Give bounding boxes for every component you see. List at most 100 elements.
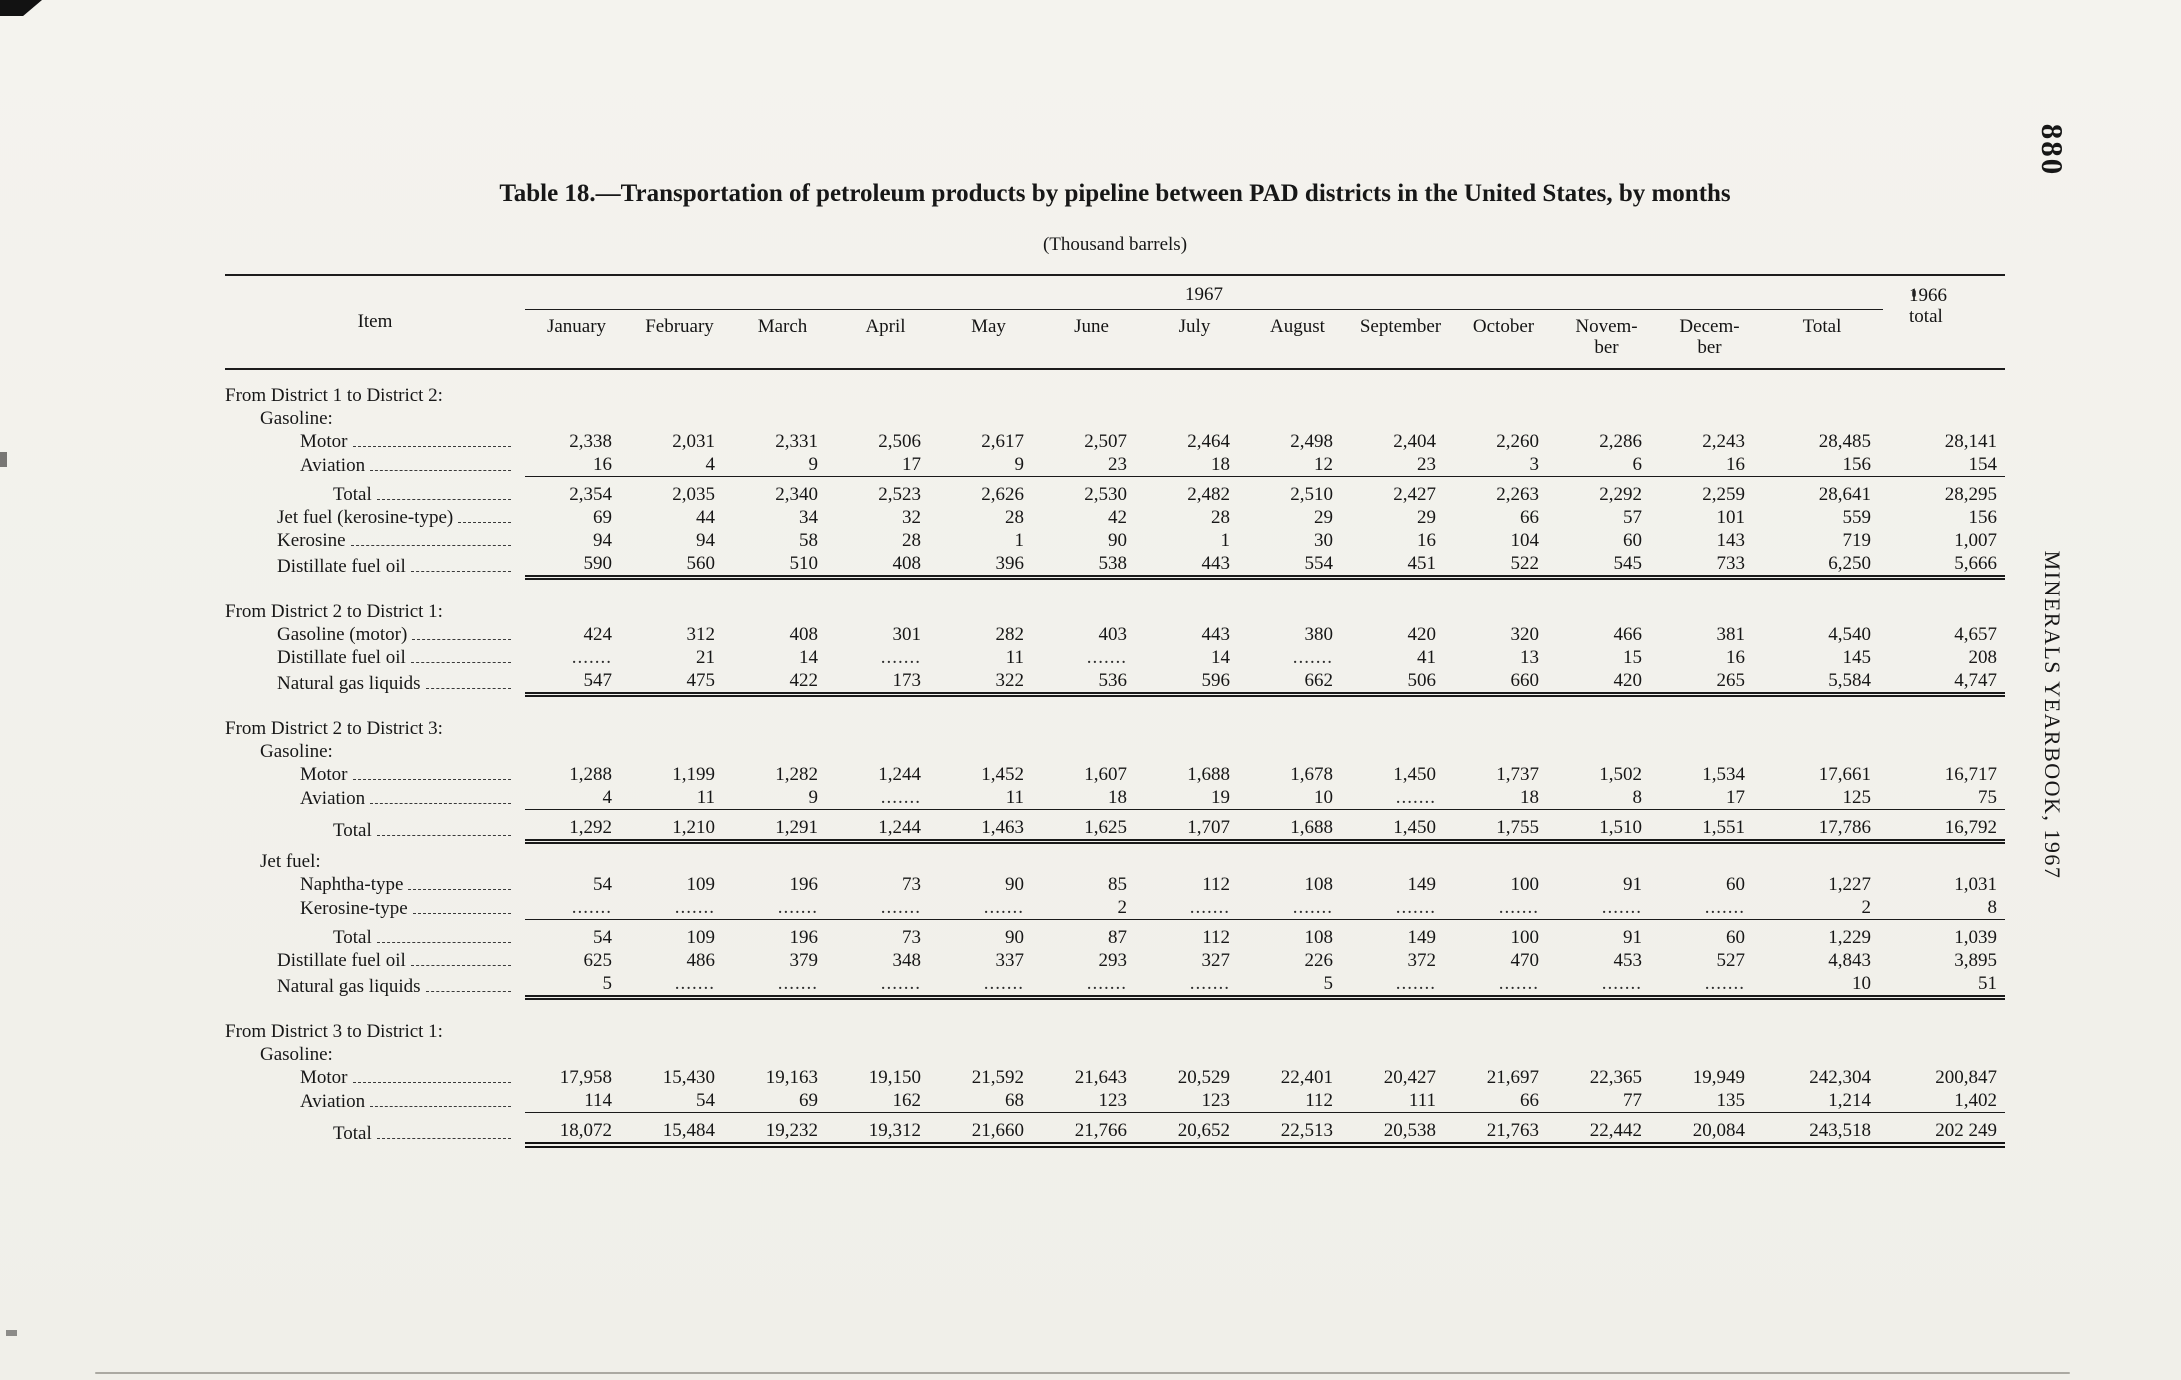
row-label: Natural gas liquids <box>277 975 421 997</box>
sub-label: Gasoline: <box>260 741 333 762</box>
value-cell: 560 <box>686 553 716 574</box>
section-label: From District 3 to District 1: <box>225 1021 443 1042</box>
empty-cell <box>525 850 2005 873</box>
value-cell: 21,763 <box>1486 1120 1539 1141</box>
value-cell: 114 <box>584 1090 612 1111</box>
table-row: Total 18,072 15,484 19,232 19,312 21,660 21,76… <box>225 1119 2005 1145</box>
rule-row <box>225 995 2006 1007</box>
value-cell: 242,304 <box>1809 1067 1872 1088</box>
row-label: Total <box>333 819 372 841</box>
value-cell: 60 <box>1726 927 1745 948</box>
row-label-cell: Total <box>225 483 525 506</box>
value-cell: 162 <box>892 1090 922 1111</box>
value-cell: 156 <box>1968 507 1998 528</box>
value-cell: 94 <box>593 530 612 551</box>
value-cell: 2,331 <box>775 431 818 452</box>
rule-line <box>525 1112 2006 1119</box>
value-cell: 1,039 <box>1954 927 1998 948</box>
value-cell: 16 <box>1417 530 1436 551</box>
value-cell: 559 <box>1842 507 1872 528</box>
row-label-cell: From District 2 to District 1: <box>225 586 525 623</box>
value-cell: 149 <box>1407 874 1437 895</box>
value-cell: 2,464 <box>1187 431 1230 452</box>
value-cell: 662 <box>1304 670 1334 691</box>
row-label-cell: From District 1 to District 2: <box>225 369 525 407</box>
value-cell: ....... <box>1395 787 1436 808</box>
value-cell: 11 <box>696 787 715 808</box>
value-cell: 506 <box>1407 670 1437 691</box>
row-label-cell: Natural gas liquids <box>225 972 525 998</box>
col-header-month: July <box>1143 309 1246 370</box>
empty-cell <box>525 1006 2005 1043</box>
value-cell: 486 <box>686 950 716 971</box>
value-cell: 17 <box>902 454 921 475</box>
leader-dots <box>410 662 511 663</box>
value-cell: 143 <box>1716 530 1746 551</box>
value-cell: ....... <box>1292 647 1333 668</box>
rule-gap-cell <box>225 998 525 1007</box>
value-cell: 282 <box>995 624 1025 645</box>
value-cell: 327 <box>1201 950 1231 971</box>
rule-gap-cell <box>225 1145 525 1154</box>
value-cell: 19 <box>1211 787 1230 808</box>
leader-dots <box>410 570 511 572</box>
col-header-month: January <box>525 309 628 370</box>
value-cell: 23 <box>1108 454 1127 475</box>
value-cell: 2,482 <box>1187 484 1230 505</box>
value-cell: 10 <box>1314 787 1333 808</box>
value-cell: 41 <box>1417 647 1436 668</box>
sub-row: Gasoline: <box>225 1043 2005 1066</box>
value-cell: 2,260 <box>1496 431 1539 452</box>
value-cell: 2,340 <box>775 484 818 505</box>
value-cell: 21 <box>696 647 715 668</box>
row-label-wrap: Distillate fuel oil <box>277 949 515 972</box>
value-cell: 17,958 <box>559 1067 612 1088</box>
value-cell: 28 <box>902 530 921 551</box>
value-cell: 202 249 <box>1935 1120 1998 1141</box>
value-cell: 1,534 <box>1702 764 1745 785</box>
table-row: Motor 2,338 2,031 2,331 2,506 2,617 2,507 2,464… <box>225 430 2005 453</box>
row-label-wrap: Natural gas liquids <box>277 975 515 998</box>
leader-dots <box>408 889 511 890</box>
sub-label: Gasoline: <box>260 408 333 429</box>
row-label-cell: Total <box>225 926 525 949</box>
col-header-month: Novem-ber <box>1555 309 1658 370</box>
rule-row <box>225 839 2006 850</box>
col-header-month: March <box>731 309 834 370</box>
table-row: Natural gas liquids 5....................… <box>225 972 2005 998</box>
row-label-wrap: Motor <box>300 1066 515 1089</box>
row-label: Kerosine <box>277 530 346 551</box>
value-cell: 536 <box>1098 670 1128 691</box>
value-cell: 22,442 <box>1589 1120 1642 1141</box>
empty-cell <box>525 740 2005 763</box>
running-title: MINERALS YEARBOOK, 1967 <box>2040 550 2065 880</box>
table-row: Total 1,292 1,210 1,291 1,244 1,463 1,625 1,707… <box>225 816 2005 842</box>
scan-speck <box>6 1330 17 1336</box>
row-label: Motor <box>300 764 348 785</box>
value-cell: 372 <box>1407 950 1437 971</box>
value-cell: 58 <box>799 530 818 551</box>
value-cell: 1,688 <box>1290 817 1333 838</box>
row-label-wrap: Total <box>333 926 515 949</box>
value-cell: ....... <box>1395 973 1436 994</box>
value-cell: 12 <box>1314 454 1333 475</box>
value-cell: 149 <box>1407 927 1437 948</box>
value-cell: 15,484 <box>662 1120 715 1141</box>
leader-dots <box>376 942 511 943</box>
value-cell: 5 <box>1323 973 1334 994</box>
value-cell: 590 <box>583 553 613 574</box>
value-cell: 16 <box>593 454 612 475</box>
rule-row <box>225 809 2006 816</box>
value-cell: 91 <box>1623 874 1642 895</box>
value-cell: 1,214 <box>1828 1090 1872 1111</box>
row-label-cell: Total <box>225 816 525 842</box>
value-cell: 54 <box>593 874 612 895</box>
value-cell: 265 <box>1716 670 1746 691</box>
row-label-cell: Distillate fuel oil <box>225 949 525 972</box>
value-cell: 32 <box>902 507 921 528</box>
value-cell: 109 <box>686 927 716 948</box>
value-cell: 554 <box>1304 553 1334 574</box>
table-row: Naphtha-type 54 109 196 73 90 85 112 108 149 100 91… <box>225 873 2005 896</box>
row-label-cell: Aviation <box>225 453 525 477</box>
scan-speck <box>0 452 7 467</box>
